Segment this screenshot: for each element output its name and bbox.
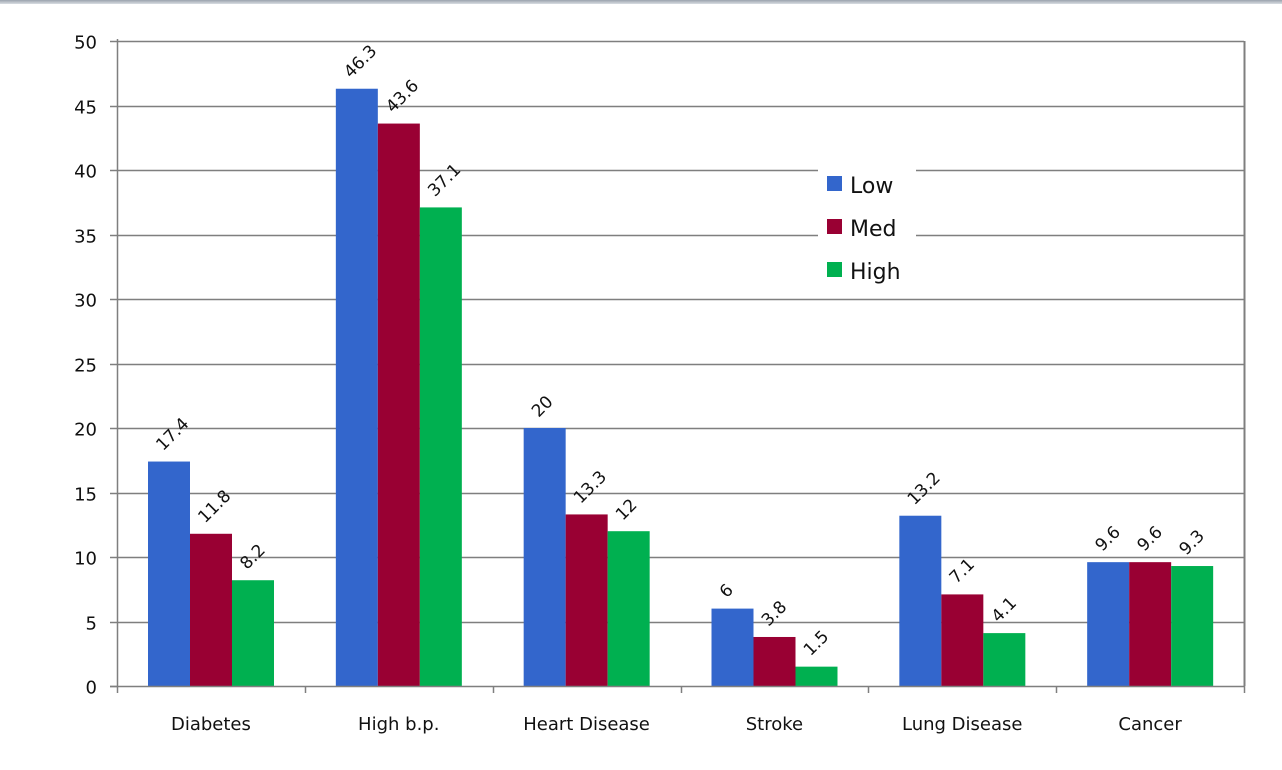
legend-swatch-high [827, 262, 842, 277]
y-tick-label: 25 [74, 356, 97, 377]
data-labels: 17.4 46.3 20 6 13.2 9.6 11.8 43.6 13.3 3.8 7.1 9.6 8… [152, 41, 1208, 660]
legend-swatch-low [827, 176, 842, 191]
bar-high [419, 207, 462, 686]
x-category-label: Heart Disease [523, 714, 650, 735]
y-tick-label: 35 [74, 227, 97, 248]
y-tick-label: 20 [74, 420, 97, 441]
legend-label-low: Low [850, 174, 893, 199]
bar-low [148, 461, 190, 686]
data-label: 9.6 [1134, 522, 1167, 555]
data-label: 17.4 [152, 414, 193, 455]
x-category-label: Lung Disease [902, 714, 1022, 735]
gridlines [117, 40, 1246, 686]
data-label: 20 [528, 392, 557, 421]
legend-label-high: High [850, 260, 901, 285]
legend: Low Med High [818, 160, 916, 295]
data-label: 9.6 [1092, 522, 1125, 555]
bar-high [232, 580, 274, 686]
legend-label-med: Med [850, 217, 896, 242]
x-category-label: Stroke [746, 714, 803, 735]
bar-med [753, 636, 796, 686]
data-label: 13.2 [904, 468, 945, 509]
y-tick-label: 45 [74, 98, 97, 119]
data-label: 3.8 [758, 597, 791, 630]
y-tick-label: 0 [86, 678, 97, 699]
bar-med [565, 514, 608, 686]
y-tick-label: 5 [86, 614, 97, 635]
bars [148, 88, 1214, 687]
data-label: 8.2 [236, 540, 269, 573]
bar-low [899, 515, 942, 686]
data-label: 4.1 [988, 593, 1021, 626]
y-tick-label: 40 [74, 162, 97, 183]
axes [110, 39, 1246, 693]
data-label: 13.3 [570, 467, 611, 508]
data-label: 9.3 [1176, 526, 1209, 559]
bar-med [190, 533, 232, 686]
bar-high [983, 633, 1026, 686]
data-label: 46.3 [340, 41, 381, 82]
x-axis-labels: Diabetes High b.p. Heart Disease Stroke Lung… [171, 714, 1182, 735]
data-label: 6 [716, 580, 738, 602]
bar-med [377, 123, 420, 686]
bar-low [523, 428, 566, 686]
x-category-label: Cancer [1118, 714, 1182, 735]
x-category-label: Diabetes [171, 714, 251, 735]
bar-high [795, 666, 838, 686]
y-tick-label: 10 [74, 549, 97, 570]
y-tick-label: 30 [74, 291, 97, 312]
bar-med [1129, 562, 1172, 686]
legend-swatch-med [827, 219, 842, 234]
bar-high [607, 531, 650, 686]
data-label: 37.1 [424, 160, 465, 201]
x-category-label: High b.p. [358, 714, 439, 735]
data-label: 11.8 [194, 486, 235, 527]
y-tick-label: 15 [74, 485, 97, 506]
window-top-border [0, 0, 1282, 4]
data-label: 43.6 [382, 76, 423, 117]
data-label: 12 [612, 495, 641, 524]
bar-low [335, 88, 378, 687]
y-tick-label: 50 [74, 33, 97, 54]
data-label: 7.1 [946, 555, 979, 588]
bar-low [711, 608, 754, 686]
y-axis-ticks: 0 5 10 15 20 25 30 35 40 45 50 [74, 33, 97, 699]
bar-med [941, 594, 984, 686]
bar-high [1171, 566, 1214, 686]
bar-low [1087, 562, 1130, 686]
data-label: 1.5 [800, 627, 833, 660]
